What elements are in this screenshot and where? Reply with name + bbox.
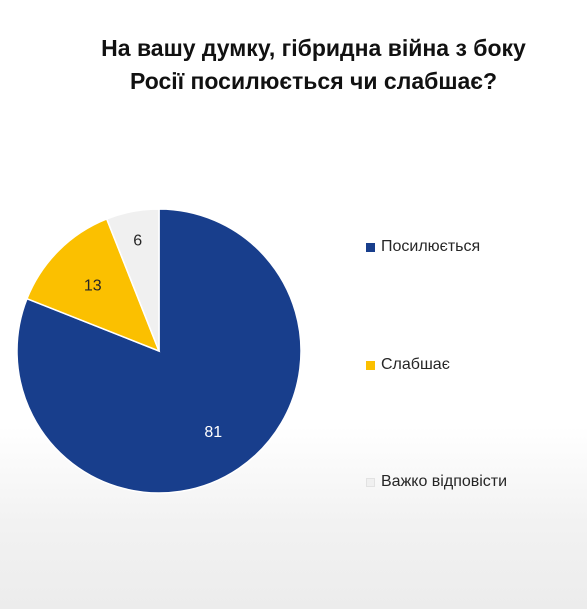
pie-slice-slabshaye [25,217,161,353]
chart-title: На вашу думку, гібридна війна з боку Рос… [0,32,587,98]
data-label-posylyuyetsya: 81 [204,424,222,441]
chart-title-line-1: На вашу думку, гібридна війна з боку [101,35,526,61]
data-label-slabshaye: 13 [84,278,102,295]
chart-title-line-2: Росії посилюється чи слабшає? [129,68,498,94]
pie-slice-vazhko-vidpovisty [105,208,160,352]
data-label-vazhko-vidpovisty: 6 [133,232,142,249]
